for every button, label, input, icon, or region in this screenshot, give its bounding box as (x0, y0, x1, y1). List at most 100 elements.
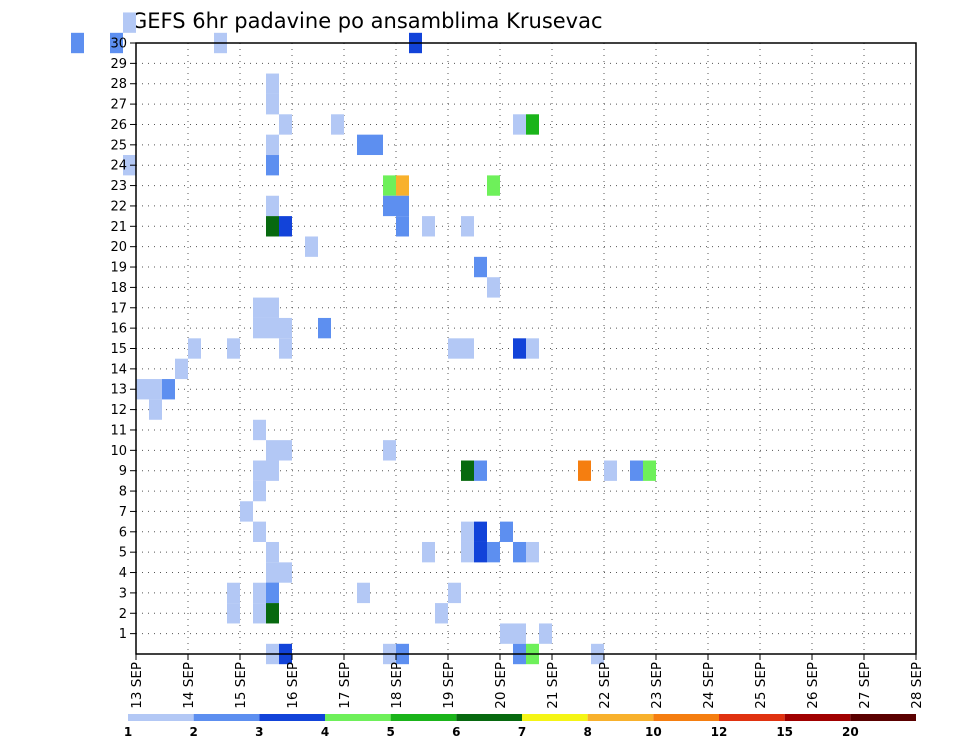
data-cell (422, 541, 435, 563)
data-cell (266, 155, 279, 176)
y-tick-label: 5 (119, 546, 127, 561)
color-swatch (390, 714, 457, 721)
color-swatch (587, 714, 654, 721)
y-tick-label: 14 (110, 362, 127, 377)
data-cell (630, 460, 643, 481)
data-cell (461, 460, 474, 481)
y-tick-label: 24 (110, 159, 127, 174)
data-cell (500, 623, 513, 644)
y-tick-label: 26 (110, 118, 127, 133)
y-tick-label: 3 (119, 586, 127, 601)
data-cell (474, 460, 487, 481)
x-tick-label: 17 SEP (337, 662, 353, 709)
data-cell (461, 338, 474, 359)
data-cell (331, 114, 344, 135)
color-level-label: 10 (645, 725, 662, 739)
data-cell (266, 440, 279, 461)
data-cell (474, 521, 487, 542)
data-cell (253, 460, 266, 481)
y-tick-label: 2 (119, 607, 127, 622)
data-cell (266, 460, 279, 481)
x-tick-label: 13 SEP (129, 662, 145, 709)
color-swatch (784, 714, 851, 721)
data-cell (539, 623, 552, 644)
color-level-label: 1 (124, 725, 132, 739)
data-cell (383, 195, 396, 217)
chart-title: GEFS 6hr padavine po ansamblima Krusevac (131, 9, 603, 33)
y-tick-label: 7 (119, 505, 127, 520)
data-cell (266, 603, 279, 624)
data-cell (461, 521, 474, 542)
color-level-label: 8 (583, 725, 591, 739)
data-cell (240, 501, 253, 522)
color-swatch (325, 714, 391, 721)
data-cell (253, 419, 266, 441)
y-tick-label: 23 (110, 179, 127, 194)
data-cell (513, 338, 526, 359)
y-tick-label: 15 (110, 342, 127, 357)
data-cell (71, 32, 84, 54)
x-tick-label: 27 SEP (857, 662, 873, 709)
data-cell (123, 155, 136, 176)
color-level-label: 5 (386, 725, 394, 739)
data-cell (279, 216, 292, 237)
color-swatch (653, 714, 719, 721)
data-cell (253, 480, 266, 502)
color-swatch (128, 714, 194, 721)
data-cell (513, 541, 526, 563)
color-level-label: 15 (776, 725, 793, 739)
y-tick-label: 6 (119, 525, 127, 540)
color-level-label: 3 (255, 725, 263, 739)
color-level-label: 6 (452, 725, 460, 739)
color-legend: 1 2 3 4 5 6 7 8 10 12 15 20 (124, 714, 916, 739)
data-cell (318, 317, 331, 339)
data-cell (487, 541, 500, 563)
data-cell (279, 440, 292, 461)
y-tick-label: 8 (119, 485, 127, 500)
data-cell (435, 603, 448, 624)
data-cell (396, 195, 409, 217)
data-cell (448, 582, 461, 604)
data-cell (266, 317, 279, 339)
data-cell (227, 582, 240, 604)
y-tick-label: 4 (119, 566, 127, 581)
data-cell (266, 134, 279, 156)
color-swatch (259, 714, 325, 721)
data-cell (162, 379, 175, 400)
data-cell (422, 216, 435, 237)
x-tick-label: 20 SEP (493, 662, 509, 709)
data-cell (188, 338, 201, 359)
data-cell (526, 541, 539, 563)
data-cell (266, 562, 279, 583)
x-tick-label: 18 SEP (389, 662, 405, 709)
y-tick-label: 17 (110, 301, 127, 316)
data-cell (383, 175, 396, 196)
y-tick-label: 12 (110, 403, 127, 418)
color-level-label: 12 (711, 725, 728, 739)
x-tick-label: 16 SEP (285, 662, 301, 709)
data-cell (448, 338, 461, 359)
color-level-label: 20 (842, 725, 859, 739)
color-swatch (456, 714, 522, 721)
data-cell (266, 73, 279, 94)
data-cell (305, 236, 318, 257)
x-tick-label: 23 SEP (649, 662, 665, 709)
y-tick-label: 21 (110, 220, 127, 235)
data-cell (227, 338, 240, 359)
data-cell (526, 338, 539, 359)
data-cell (279, 338, 292, 359)
data-cell (266, 195, 279, 217)
x-tick-label: 28 SEP (909, 662, 925, 709)
color-swatch (522, 714, 588, 721)
y-tick-label: 30 (110, 37, 127, 52)
data-cell (279, 562, 292, 583)
data-cell (604, 460, 617, 481)
x-tick-label: 14 SEP (181, 662, 197, 709)
y-tick-label: 19 (110, 261, 127, 276)
data-cell (461, 216, 474, 237)
data-cell (357, 134, 370, 156)
data-cell (266, 297, 279, 318)
x-tick-label: 19 SEP (441, 662, 457, 709)
data-cell (253, 297, 266, 318)
